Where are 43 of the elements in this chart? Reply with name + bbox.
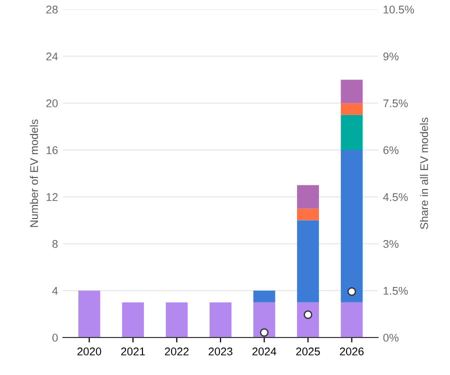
- point: [347, 287, 356, 296]
- y-tick-label: 20: [46, 99, 58, 108]
- y2-tick-label: 4.5%: [383, 193, 408, 202]
- bar: [253, 302, 276, 338]
- y2-tick-label: 7.5%: [383, 99, 408, 108]
- x-tick-label: 2024: [252, 348, 276, 356]
- point: [260, 328, 269, 337]
- x-tick-label: 2022: [164, 348, 189, 356]
- y-tick-label: 12: [46, 193, 58, 201]
- bar: [340, 150, 363, 302]
- bar: [166, 302, 188, 338]
- bar: [340, 114, 363, 150]
- y2-tick-label: 1.5%: [384, 286, 408, 295]
- y-tick-label: 16: [46, 146, 58, 154]
- bar: [210, 302, 232, 338]
- x-tick-label: 2026: [340, 348, 364, 356]
- y-tick-label: 28: [46, 6, 58, 14]
- bar: [340, 80, 363, 104]
- bar: [253, 290, 276, 302]
- x-tick-label: 2025: [296, 348, 320, 356]
- bar: [297, 220, 319, 302]
- bar: [340, 103, 363, 115]
- bar: [78, 290, 100, 338]
- y-axis-title: Number of EV models: [30, 119, 38, 227]
- bar: [122, 302, 144, 338]
- y2-axis-title: Share in all EV models: [420, 118, 428, 230]
- y-tick-label: 8: [52, 240, 58, 248]
- y-tick-label: 4: [52, 287, 58, 295]
- bar: [340, 302, 363, 338]
- bar: [297, 185, 319, 209]
- y2-tick-label: 10.5%: [384, 6, 414, 14]
- bar: [297, 208, 319, 220]
- y2-tick-label: 0%: [383, 334, 399, 342]
- y2-tick-label: 9%: [383, 52, 399, 60]
- x-tick-label: 2020: [77, 348, 102, 356]
- y2-tick-label: 6%: [383, 146, 399, 154]
- y-tick-label: 24: [46, 52, 58, 60]
- y2-tick-label: 3%: [383, 240, 399, 248]
- bar: [297, 302, 319, 338]
- y-tick-label: 0: [52, 334, 58, 342]
- point: [304, 310, 312, 319]
- x-tick-label: 2021: [121, 348, 145, 356]
- x-tick-label: 2023: [208, 348, 232, 356]
